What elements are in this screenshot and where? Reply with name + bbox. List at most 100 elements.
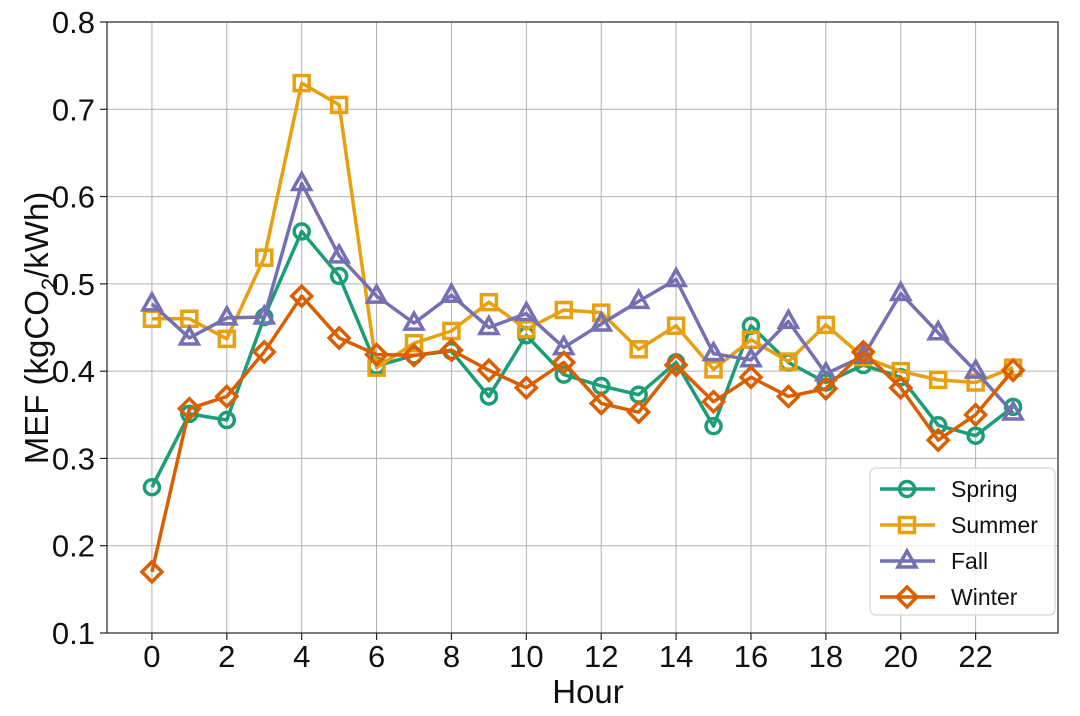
x-tick-label: 0 [143, 639, 160, 674]
fall-point [402, 309, 427, 331]
spring-point [928, 416, 948, 435]
fall-point [476, 313, 501, 336]
winter-point [214, 383, 240, 409]
fall-point [177, 324, 202, 346]
spring-point [704, 416, 723, 436]
fall-point [664, 265, 689, 288]
legend-label: Summer [951, 512, 1038, 538]
fall-point [888, 279, 913, 302]
x-tick-label: 18 [809, 639, 843, 674]
fall-point [364, 282, 389, 304]
y-tick-label: 0.4 [52, 354, 95, 389]
x-tick-label: 4 [293, 639, 310, 674]
winter-point [813, 376, 839, 402]
summer-point [367, 358, 386, 377]
legend-item-fall: Fall [880, 547, 988, 574]
winter-point [476, 357, 502, 383]
winter-point [176, 396, 202, 422]
y-tick-label: 0.8 [52, 5, 95, 40]
x-tick-label: 20 [884, 639, 918, 674]
winter-point [401, 342, 427, 368]
plot-frame [106, 21, 1059, 634]
x-tick-label: 2 [218, 639, 235, 674]
y-tick-label: 0.5 [52, 267, 95, 302]
y-tick-label: 0.6 [52, 180, 95, 215]
legend-label: Fall [951, 548, 988, 574]
spring-point [479, 387, 499, 406]
summer-point [329, 95, 349, 115]
fall-point [1001, 399, 1026, 421]
winter-point [364, 342, 390, 368]
x-tick-label: 6 [368, 639, 385, 674]
winter-point [626, 399, 652, 425]
x-axis-title: Hour [552, 673, 624, 710]
winter-point [251, 339, 277, 365]
fall-point [626, 287, 651, 310]
winter-point [850, 339, 876, 365]
x-tick-label: 12 [584, 639, 618, 674]
summer-point [292, 73, 311, 93]
summer-point [666, 316, 686, 336]
fall-point [926, 319, 951, 341]
series-spring [142, 222, 1023, 497]
winter-point [513, 375, 539, 401]
winter-point [888, 375, 914, 401]
summer-point [629, 340, 648, 359]
legend-marker [894, 584, 920, 610]
summer-point [217, 329, 237, 349]
summer-point [704, 360, 723, 379]
legend-item-spring: Spring [880, 476, 1017, 502]
legend-marker [897, 515, 917, 535]
legend-item-winter: Winter [880, 584, 1018, 610]
legend-label: Winter [951, 584, 1018, 610]
summer-point [591, 303, 611, 322]
legend-item-summer: Summer [880, 512, 1038, 538]
x-tick-label: 8 [443, 639, 460, 674]
fall-point [252, 303, 277, 325]
winter-point [925, 427, 951, 453]
winter-point [438, 337, 464, 363]
winter-point [738, 364, 764, 390]
series-lines [139, 73, 1026, 585]
fall-point [589, 310, 614, 332]
y-tick-label: 0.3 [52, 441, 95, 476]
x-tick-label: 16 [734, 639, 768, 674]
series-summer [142, 73, 1023, 392]
summer-point [479, 292, 499, 312]
spring-point [142, 477, 162, 497]
winter-point [139, 559, 165, 585]
fall-point [439, 281, 464, 303]
winter-point [701, 389, 727, 415]
winter-point [963, 402, 989, 428]
fall-point [701, 340, 726, 362]
fall-point [514, 299, 539, 322]
x-tick-label: 14 [659, 639, 693, 674]
fall-point [214, 304, 239, 326]
legend-label: Spring [951, 476, 1017, 502]
spring-point [329, 266, 349, 286]
spring-line [150, 229, 1015, 489]
legend-box [869, 467, 1056, 616]
axis-ticks: 0 2 4 6 8 10 12 14 16 18 20 22 0.1 0.2 0.3 0.4 0.5 0.6 0.7… [52, 5, 993, 674]
summer-point [816, 315, 836, 335]
summer-point [779, 352, 798, 371]
fall-point [776, 307, 801, 330]
x-tick-label: 10 [509, 639, 543, 674]
legend-marker [897, 479, 917, 499]
fall-point [289, 169, 314, 192]
summer-point [517, 319, 536, 339]
fall-point [139, 290, 164, 312]
summer-point [928, 370, 948, 390]
winter-point [663, 352, 689, 378]
summer-point [404, 333, 424, 353]
y-tick-label: 0.1 [52, 616, 95, 651]
y-tick-label: 0.7 [52, 92, 95, 127]
spring-point [217, 410, 237, 430]
summer-point [554, 300, 574, 320]
spring-point [966, 426, 985, 445]
winter-point [775, 383, 801, 409]
y-tick-label: 0.2 [52, 529, 95, 564]
spring-point [180, 404, 199, 424]
y-axis-title: MEF (kgCO2/kWh) [18, 192, 62, 465]
